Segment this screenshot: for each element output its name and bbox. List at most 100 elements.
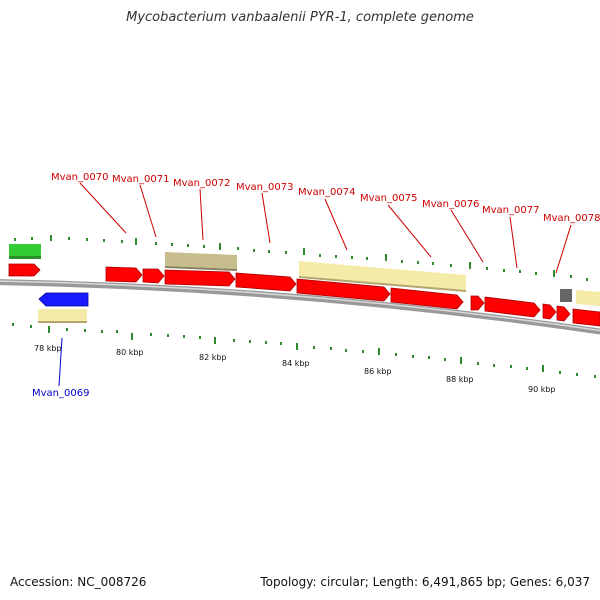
gene-arrow[interactable]: [164, 269, 236, 287]
tick-mark: [150, 333, 152, 336]
outer-tick-row: [14, 235, 588, 281]
map-title: Mycobacterium vanbaalenii PYR-1, complet…: [126, 10, 474, 25]
gene-pale-reverse[interactable]: [38, 309, 87, 322]
gene-pale[interactable]: [299, 261, 466, 290]
gene-pale-shadow: [299, 276, 466, 292]
tick-mark: [594, 375, 596, 378]
gene-arrow[interactable]: [235, 272, 297, 292]
gene-pale[interactable]: [576, 290, 600, 306]
tick-mark: [280, 342, 282, 345]
tick-mark: [412, 355, 414, 358]
tick-mark: [576, 373, 578, 376]
tick-mark: [30, 325, 32, 328]
tick-mark: [116, 330, 118, 333]
gene-label[interactable]: Mvan_0078: [543, 213, 600, 224]
gene-label[interactable]: Mvan_0076: [422, 199, 479, 210]
tick-mark: [285, 251, 287, 254]
tick-mark: [253, 249, 255, 252]
leader-line: [199, 188, 204, 241]
gene-arrow-reverse[interactable]: [38, 292, 89, 307]
tick-mark: [187, 244, 189, 247]
gene-arrow[interactable]: [542, 303, 557, 320]
genome-backbone: [0, 279, 600, 335]
tick-mark: [395, 353, 397, 356]
scale-label: 84 kbp: [282, 359, 310, 368]
tick-mark: [31, 237, 33, 240]
tick-mark: [570, 275, 572, 278]
tick-mark: [330, 347, 332, 350]
gene-arrow[interactable]: [105, 266, 143, 283]
genome-summary-text: Topology: circular; Length: 6,491,865 bp…: [260, 575, 590, 589]
tick-mark: [535, 272, 537, 275]
gene-label[interactable]: Mvan_0072: [173, 178, 230, 189]
tick-mark: [167, 334, 169, 337]
tick-mark: [417, 261, 419, 264]
tick-mark: [553, 270, 555, 277]
tick-mark: [48, 326, 50, 333]
tick-mark: [131, 333, 133, 340]
gene-gray[interactable]: [560, 289, 572, 302]
tick-mark: [296, 343, 298, 350]
tick-mark: [203, 245, 205, 248]
leader-line: [139, 184, 157, 238]
leader-line: [387, 204, 432, 258]
tick-mark: [469, 262, 471, 269]
tick-mark: [66, 328, 68, 331]
tick-mark: [385, 254, 387, 261]
tick-mark: [559, 371, 561, 374]
scale-label: 82 kbp: [199, 353, 227, 362]
gene-arrow[interactable]: [296, 278, 391, 302]
gene-arrow[interactable]: [142, 268, 165, 284]
forward-strand-genes: [8, 244, 600, 327]
tick-mark: [460, 357, 462, 364]
gene-tan[interactable]: [165, 252, 237, 269]
gene-arrow[interactable]: [390, 287, 464, 310]
tick-mark: [432, 262, 434, 265]
gene-label[interactable]: Mvan_0074: [298, 187, 355, 198]
tick-mark: [237, 247, 239, 250]
scale-label: 88 kbp: [446, 375, 474, 384]
tick-mark: [477, 362, 479, 365]
scale-label: 86 kbp: [364, 367, 392, 376]
tick-mark: [313, 346, 315, 349]
gene-label[interactable]: Mvan_0069: [32, 388, 89, 399]
leader-line: [555, 224, 572, 274]
tick-mark: [14, 238, 16, 241]
gene-arrow[interactable]: [8, 263, 41, 277]
gene-label[interactable]: Mvan_0075: [360, 193, 417, 204]
tick-mark: [510, 365, 512, 368]
tick-mark: [362, 350, 364, 353]
tick-mark: [68, 237, 70, 240]
leader-line: [79, 182, 127, 234]
gene-arrow[interactable]: [572, 308, 600, 327]
tick-mark: [101, 330, 103, 333]
tick-mark: [214, 337, 216, 344]
gene-green[interactable]: [9, 244, 41, 258]
inner-tick-row: [12, 323, 596, 378]
tick-mark: [503, 269, 505, 272]
gene-arrow[interactable]: [470, 295, 485, 311]
gene-green-shadow: [9, 256, 41, 259]
leader-line: [450, 209, 484, 263]
tick-mark: [171, 243, 173, 246]
gene-arrow[interactable]: [484, 296, 541, 318]
gene-labels: Mvan_0070 Mvan_0071 Mvan_0072 Mvan_0073 …: [32, 172, 600, 399]
gene-label[interactable]: Mvan_0073: [236, 182, 293, 193]
tick-mark: [351, 256, 353, 259]
gene-label[interactable]: Mvan_0070: [51, 172, 108, 183]
tick-mark: [12, 323, 14, 326]
scale-label: 78 kbp: [34, 344, 62, 353]
tick-mark: [199, 336, 201, 339]
tick-mark: [121, 240, 123, 243]
gene-label[interactable]: Mvan_0077: [482, 205, 539, 216]
tick-mark: [303, 248, 305, 255]
tick-mark: [155, 242, 157, 245]
scale-label: 80 kbp: [116, 348, 144, 357]
gene-arrow[interactable]: [556, 305, 571, 322]
tick-mark: [335, 255, 337, 258]
tick-mark: [428, 356, 430, 359]
gene-label[interactable]: Mvan_0071: [112, 174, 169, 185]
tick-mark: [493, 364, 495, 367]
